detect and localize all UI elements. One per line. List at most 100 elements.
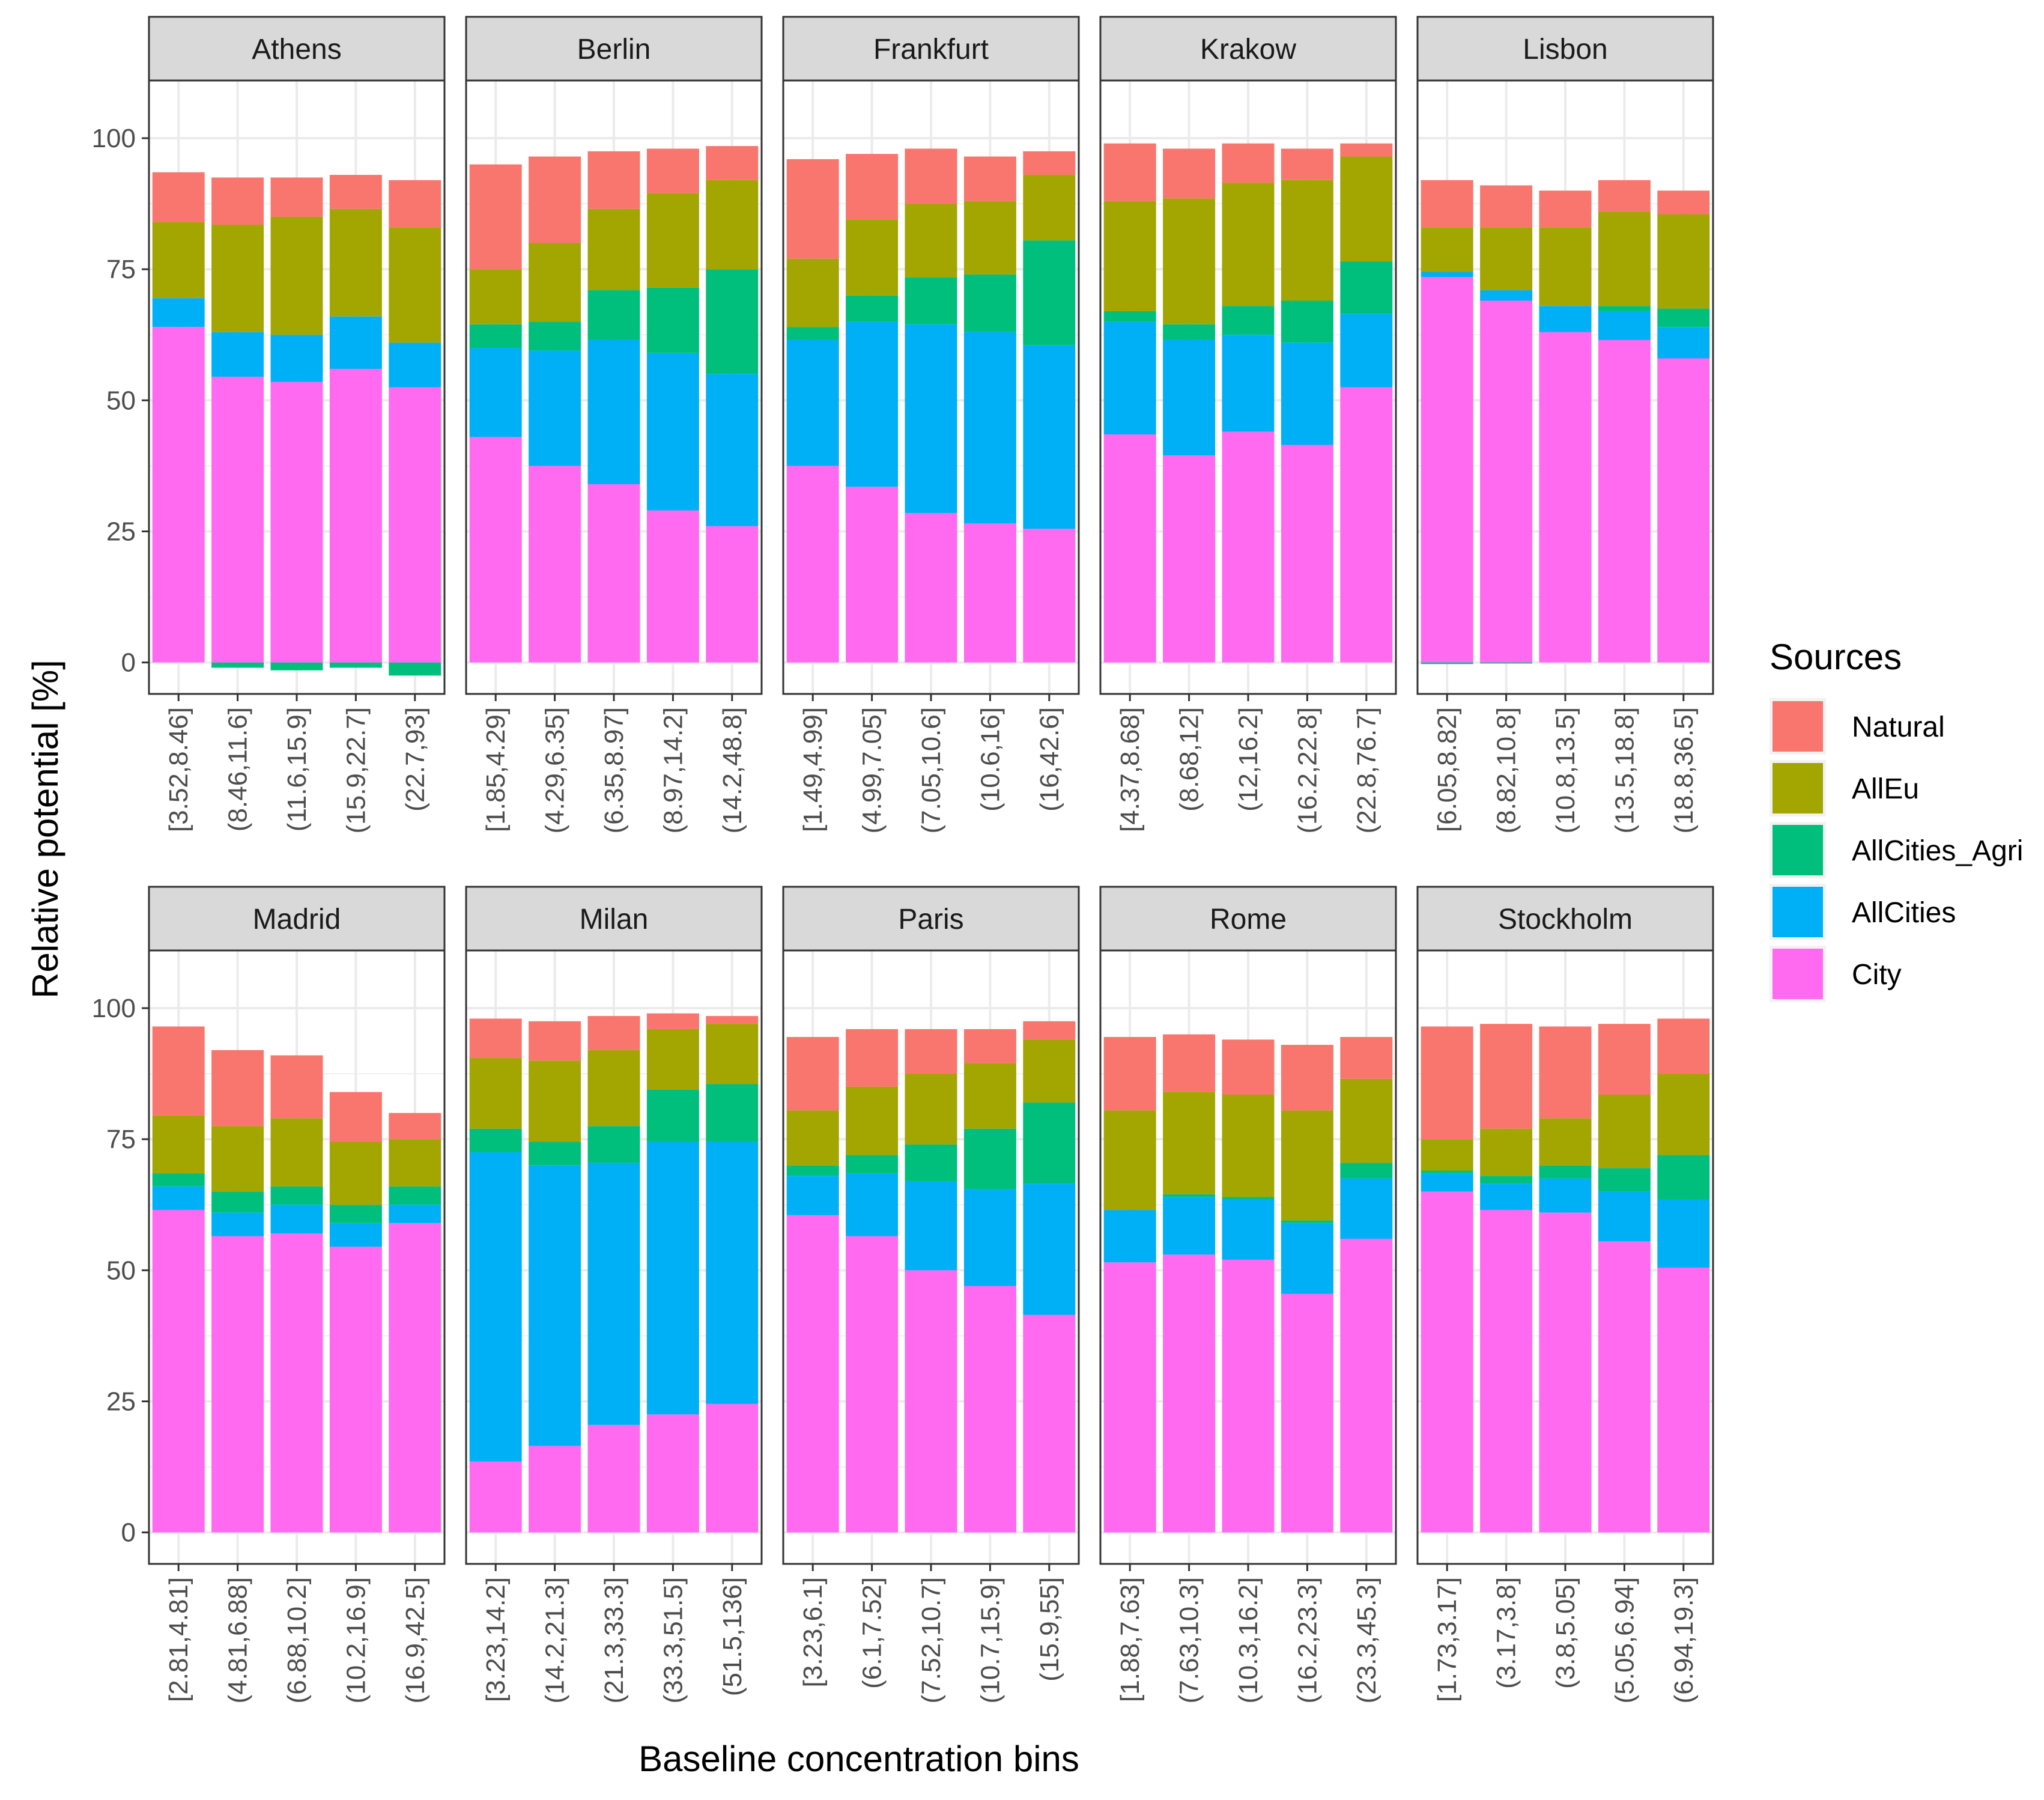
bar-segment-allcities-agri xyxy=(270,1186,323,1205)
bar-segment-natural xyxy=(706,146,759,180)
bar-segment-allcities xyxy=(529,350,581,466)
facet-strip xyxy=(1416,16,1714,82)
bar-segment-allcities xyxy=(1163,1197,1216,1255)
legend-swatch-city xyxy=(1773,949,1823,999)
bar-segment-allcities xyxy=(1539,306,1592,332)
bar-segment-allcities-agri xyxy=(1281,300,1333,343)
x-tick-label: (6.88,10.2] xyxy=(282,1577,312,1703)
bar-segment-allcities xyxy=(706,374,759,526)
bar-segment-alleu xyxy=(270,216,323,335)
bar-segment-allcities-agri xyxy=(1340,1163,1393,1179)
facet-strip xyxy=(1099,16,1397,82)
bar-segment-natural xyxy=(587,151,640,209)
bar-segment-alleu xyxy=(786,1110,839,1166)
bar-segment-allcities-agri xyxy=(1480,662,1533,664)
x-tick-label: (16.2,23.3] xyxy=(1293,1577,1322,1703)
bar-segment-allcities-agri xyxy=(646,287,699,353)
bar-segment-city xyxy=(1421,277,1473,663)
x-tick-label: (21.3,33.3] xyxy=(599,1577,629,1703)
bar-segment-natural xyxy=(1222,143,1275,183)
bar-segment-allcities xyxy=(1281,342,1333,445)
bar-segment-city xyxy=(329,368,382,663)
bar-segment-city xyxy=(1539,332,1592,663)
bar-segment-alleu xyxy=(1340,1078,1393,1163)
legend-label-allcities-agri: AllCities_Agri xyxy=(1852,835,2023,867)
bar-segment-city xyxy=(587,1424,640,1533)
bar-segment-allcities xyxy=(211,1212,264,1236)
bar-segment-natural xyxy=(786,159,839,259)
bar-segment-natural xyxy=(963,1029,1016,1063)
x-tick-label: (10.6,16] xyxy=(975,707,1005,812)
bar-segment-natural xyxy=(786,1036,839,1111)
x-axis-title: Baseline concentration bins xyxy=(638,1739,1079,1779)
bar-segment-natural xyxy=(963,156,1016,201)
bar-segment-alleu xyxy=(1657,214,1710,309)
y-tick-label: 0 xyxy=(121,648,136,678)
bar-segment-city xyxy=(1222,431,1275,663)
bar-segment-natural xyxy=(587,1016,640,1050)
bar-segment-natural xyxy=(1222,1039,1275,1095)
bar-segment-natural xyxy=(1421,180,1473,228)
bar-segment-natural xyxy=(152,1026,205,1116)
facet-strip-label: Paris xyxy=(898,904,963,935)
bar-segment-alleu xyxy=(706,1024,759,1084)
facet-strip xyxy=(1416,886,1714,952)
bar-segment-natural xyxy=(1163,148,1216,199)
bar-segment-alleu xyxy=(1163,1092,1216,1194)
x-tick-label: (4.81,6.88] xyxy=(223,1577,253,1703)
x-tick-label: [1.73,3.17] xyxy=(1433,1577,1462,1702)
x-tick-label: (11.6,15.9] xyxy=(282,707,312,832)
x-tick-label: (8.46,11.6] xyxy=(223,707,253,832)
bar-segment-allcities-agri xyxy=(1421,1170,1473,1173)
bar-segment-alleu xyxy=(846,1086,899,1155)
bar-segment-allcities xyxy=(587,1163,640,1425)
x-tick-label: (51.5,136] xyxy=(718,1577,747,1696)
bar-segment-allcities-agri xyxy=(1598,1168,1651,1192)
bar-segment-allcities-agri xyxy=(1480,1176,1533,1184)
bar-segment-allcities-agri xyxy=(270,662,323,670)
bar-segment-allcities xyxy=(905,1181,957,1271)
bar-segment-allcities-agri xyxy=(1222,1197,1275,1200)
bar-segment-city xyxy=(1103,434,1156,663)
bar-segment-allcities-agri xyxy=(1539,1165,1592,1179)
bar-segment-natural xyxy=(389,1113,441,1140)
bar-segment-alleu xyxy=(469,1057,522,1129)
bar-segment-city xyxy=(389,387,441,663)
y-tick-label: 25 xyxy=(106,1387,136,1416)
bar-segment-allcities xyxy=(1103,1209,1156,1263)
bar-segment-city xyxy=(646,1414,699,1533)
panel-stockholm: Stockholm [1.73,3.17] (3.17,3.8] (3.8,5.05]… xyxy=(1416,886,1714,1703)
bar-segment-city xyxy=(270,382,323,663)
x-tick-label: [1.49,4.99] xyxy=(798,707,828,832)
bar-segment-natural xyxy=(329,175,382,209)
bar-segment-city xyxy=(1598,339,1651,663)
bar-segment-alleu xyxy=(1421,227,1473,272)
bar-segment-natural xyxy=(1103,143,1156,201)
x-tick-label: (8.68,12] xyxy=(1175,707,1204,812)
bar-segment-natural xyxy=(1598,1024,1651,1095)
bar-segment-natural xyxy=(905,148,957,204)
x-tick-label: (6.1,7.52] xyxy=(858,1577,887,1689)
legend-swatch-allcities xyxy=(1773,887,1823,937)
bar-segment-allcities-agri xyxy=(1657,1155,1710,1200)
bar-segment-allcities xyxy=(1222,335,1275,432)
bar-segment-alleu xyxy=(152,1115,205,1173)
bar-segment-allcities-agri xyxy=(529,1142,581,1166)
bar-segment-allcities xyxy=(646,1142,699,1415)
bar-segment-allcities-agri xyxy=(706,269,759,374)
bar-segment-city xyxy=(469,1461,522,1533)
bar-segment-allcities xyxy=(1657,1199,1710,1268)
y-tick-label: 100 xyxy=(92,994,136,1023)
x-tick-label: (12,16.2] xyxy=(1234,707,1263,812)
x-tick-label: (14.2,48.8] xyxy=(718,707,747,833)
bar-segment-allcities-agri xyxy=(529,321,581,351)
facet-strip xyxy=(782,886,1080,952)
facet-strip-label: Berlin xyxy=(577,34,651,65)
bar-segment-natural xyxy=(646,148,699,193)
legend-label-natural: Natural xyxy=(1852,711,1945,743)
x-tick-label: [4.37,8.68] xyxy=(1115,707,1145,832)
panel-milan: Milan [3.23,14.2] (14.2,21.3] (21.3,33.3] (3… xyxy=(465,886,763,1703)
bar-segment-allcities xyxy=(270,1205,323,1234)
facet-strip-label: Frankfurt xyxy=(873,34,989,65)
bar-segment-allcities xyxy=(646,353,699,511)
